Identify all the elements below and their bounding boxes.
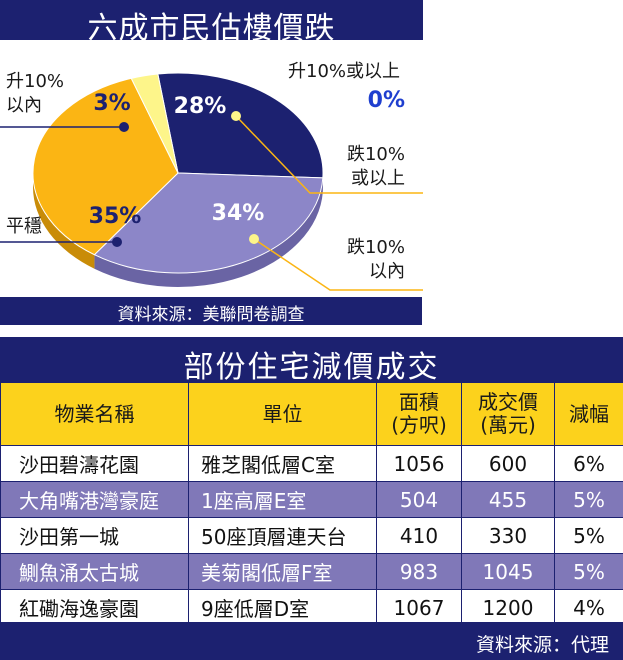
pie-slice-4 [130,73,179,174]
table-title-bar: 部份住宅減價成交 [0,337,623,385]
table-cell: 504 [376,481,462,518]
pie-pct-4: 3% [93,91,130,116]
pie-edge-2 [94,177,323,287]
pie-slice-2 [93,172,324,274]
table-cell: 455 [461,481,555,518]
pie-label-4-line2: 以內 [6,95,42,116]
table-source-text: 資料來源：代理 [475,634,609,656]
pie-slices [32,72,324,274]
table-cell: 沙田碧濤花園 [0,445,189,482]
pie-leader-dot-1 [231,111,241,121]
pie-leader-2 [253,238,423,291]
pie-pct-1: 28% [174,94,227,119]
pie-label-2-line2: 以內 [369,261,405,282]
table-row: 紅磡海逸豪園 9座低層D室 1067 1200 4% [0,589,623,626]
table-row: 大角嘴港灣豪庭 1座高層E室 504 455 5% [0,481,623,518]
transactions-table: 物業名稱 單位 面積 (方呎) 成交價 (萬元) 減幅 沙田碧濤花園 雅芝閣低層C室 1056 6… [0,382,623,626]
table-header-row: 物業名稱 單位 面積 (方呎) 成交價 (萬元) 減幅 [0,382,623,446]
pie-source-text: 資料來源：美聯問卷調查 [117,305,305,325]
pie-label-1: 跌10% [347,144,405,165]
pie-slice-3 [32,77,179,256]
table-header-1-line0: 單位 [262,401,303,426]
table-cell: 410 [376,517,462,554]
table-cell: 6% [554,445,623,482]
table-header-1: 單位 [188,382,377,446]
table-row: 沙田碧濤花園 雅芝閣低層C室 1056 600 6% [0,445,623,482]
table-cell: 1座高層E室 [188,481,377,518]
table-cell: 美菊閣低層F室 [188,553,377,590]
table-cell: 50座頂層連天台 [188,517,377,554]
table-header-4: 減幅 [554,382,623,446]
pie-leader-dot-2 [249,234,259,244]
table-header-4-line0: 減幅 [569,401,609,426]
pie-label-0: 升10%或以上 [288,61,400,82]
table-cell: 5% [554,517,623,554]
table-cell: 紅磡海逸豪園 [0,589,189,626]
table-header-2-line1: (方呎) [391,413,447,437]
table-cell: 600 [461,445,555,482]
table-row: 鰂魚涌太古城 美菊閣低層F室 983 1045 5% [0,553,623,590]
pie-edge-3 [33,173,95,269]
table-header-3-line1: (萬元) [480,413,536,437]
pie-slice-1 [157,72,324,179]
table-source-bar: 資料來源：代理 [0,622,623,660]
table-header-2-line0: 面積 [399,390,439,414]
pie-leader-dot-4 [119,122,129,132]
pie-title: 六成市民估樓價跌 [87,11,336,46]
table-cell: 4% [554,589,623,626]
pie-chart: 28%34%35%3% 升10%或以上0%跌10%或以上跌10%以內平穩升10%… [0,61,423,291]
table-cell: 1056 [376,445,462,482]
table-cell: 5% [554,481,623,518]
pie-label-2: 跌10% [347,237,405,258]
table-header-3: 成交價 (萬元) [461,382,555,446]
table-cell: 9座低層D室 [188,589,377,626]
pie-title-bar: 六成市民估樓價跌 [0,0,423,46]
pie-label-4: 升10% [6,71,64,92]
pie-pct-2: 34% [212,201,265,226]
table-header-3-line0: 成交價 [478,390,538,414]
pie-percentages: 28% 34% 35% 3% [89,91,265,229]
table-cell: 5% [554,553,623,590]
table-body: 沙田碧濤花園 雅芝閣低層C室 1056 600 6% 大角嘴港灣豪庭 1座高層E室 504 45… [0,445,623,626]
table-row: 沙田第一城 50座頂層連天台 410 330 5% [0,517,623,554]
table-title: 部份住宅減價成交 [183,350,440,385]
pie-leader-dot-3 [112,237,122,247]
table-cell: 大角嘴港灣豪庭 [0,481,189,518]
pie-source-bar: 資料來源：美聯問卷調查 [0,297,422,325]
table-header-0-line0: 物業名稱 [54,401,135,426]
table-cell: 鰂魚涌太古城 [0,553,189,590]
table-cell: 1045 [461,553,555,590]
table-cell: 330 [461,517,555,554]
pie-label-1-line2: 或以上 [351,168,405,189]
pie-label-3: 平穩 [6,216,42,237]
pie-leader-1 [235,115,423,194]
table-cell: 沙田第一城 [0,517,189,554]
pie-pct-3: 35% [89,204,142,229]
table-header-0: 物業名稱 [0,382,189,446]
pie-leaders [0,111,423,291]
table-cell: 雅芝閣低層C室 [188,445,377,482]
table-cell: 983 [376,553,462,590]
table-cell: 1067 [376,589,462,626]
pie-pct-0: 0% [368,88,405,113]
table-header-2: 面積 (方呎) [376,382,462,446]
table-cell: 1200 [461,589,555,626]
